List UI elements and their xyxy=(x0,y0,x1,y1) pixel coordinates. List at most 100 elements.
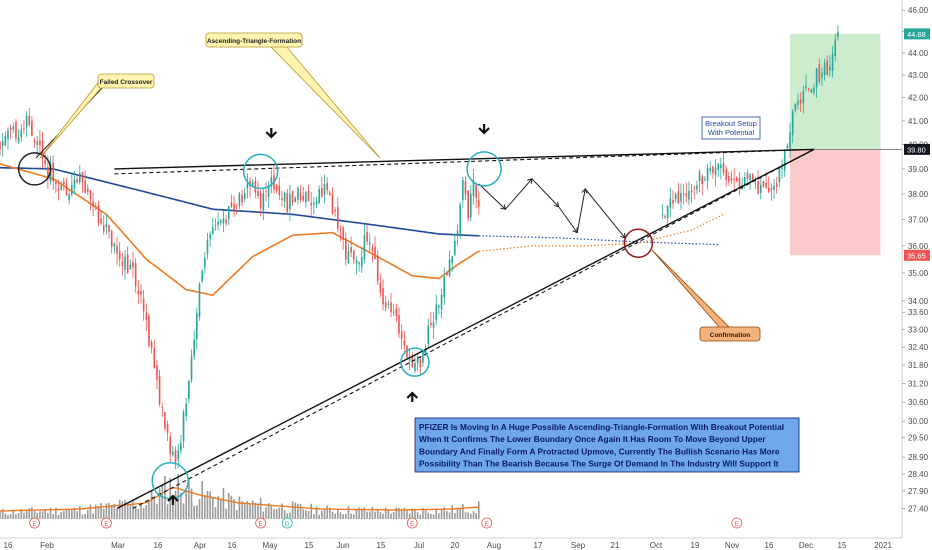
candle-body xyxy=(79,173,81,183)
candle-body xyxy=(717,163,719,170)
volume-bar xyxy=(448,512,451,519)
candle-body xyxy=(20,129,23,137)
candle-body xyxy=(15,121,17,139)
candle-body xyxy=(265,191,267,193)
candle-body xyxy=(193,339,195,357)
candle-body xyxy=(243,193,246,199)
candle-body xyxy=(392,311,395,313)
candle-body xyxy=(262,193,265,211)
candle-body xyxy=(767,187,770,192)
candle-body xyxy=(815,68,818,88)
volume-bar xyxy=(198,499,201,519)
event-marker-label: E xyxy=(32,521,37,528)
projection-segment xyxy=(505,178,533,210)
volume-bar xyxy=(345,513,347,519)
volume-bar xyxy=(180,492,182,519)
volume-bar xyxy=(137,508,140,519)
price-tick-label: 35.00 xyxy=(908,269,929,278)
candle-body xyxy=(688,190,690,200)
description-box xyxy=(414,417,800,473)
volume-bar xyxy=(283,510,286,519)
volume-bar xyxy=(193,506,195,519)
candle-body xyxy=(121,261,124,267)
volume-bar xyxy=(254,502,257,519)
volume-bar xyxy=(435,508,438,519)
volume-bar xyxy=(20,508,23,519)
volume-bar xyxy=(430,514,432,519)
volume-bar xyxy=(201,481,203,519)
time-tick-label: Jul xyxy=(414,541,424,550)
candle-body xyxy=(395,308,398,317)
price-highlight-badge xyxy=(904,28,930,40)
candle-body xyxy=(294,197,297,202)
volume-bar xyxy=(84,514,86,519)
candle-body xyxy=(350,246,352,253)
candle-body xyxy=(105,224,108,228)
volume-bar xyxy=(257,503,259,519)
volume-bar xyxy=(243,502,246,519)
candle-body xyxy=(704,179,706,180)
down-arrow-1 xyxy=(265,128,278,139)
projection-segment xyxy=(584,188,626,239)
volume-bar xyxy=(400,509,403,519)
volume-bar xyxy=(217,496,219,519)
volume-bar xyxy=(121,501,124,519)
candle-body xyxy=(180,442,182,451)
volume-bar xyxy=(36,512,39,519)
volume-bar xyxy=(235,510,238,519)
time-axis[interactable]: 16 Feb Mar 16 Apr 16 May 15 Jun 15 Jul 20 Aug 17 Sep 21… xyxy=(0,537,902,550)
price-tick-label: 27.40 xyxy=(908,504,929,513)
candle-body xyxy=(161,406,164,408)
candle-body xyxy=(366,231,368,242)
candle-body xyxy=(7,130,9,140)
candle-body xyxy=(198,284,201,317)
volume-bar xyxy=(368,511,371,519)
time-tick-label: Dec xyxy=(799,541,813,550)
candle-body xyxy=(701,176,704,185)
volume-bar xyxy=(406,510,408,519)
candle-body xyxy=(4,136,7,146)
volume-bar xyxy=(249,504,251,519)
candle-body xyxy=(124,256,126,271)
volume-bar xyxy=(475,512,477,519)
candle-body xyxy=(156,365,158,381)
volume-bar xyxy=(76,511,78,519)
candle-body xyxy=(698,171,701,182)
time-tick-label: Jun xyxy=(337,541,350,550)
candle-body xyxy=(374,246,376,260)
time-tick-label: Mar xyxy=(111,541,125,550)
candle-body xyxy=(358,262,360,265)
candle-body xyxy=(693,187,696,189)
candle-body xyxy=(382,287,384,305)
volume-bar xyxy=(118,499,121,519)
candle-body xyxy=(97,205,100,223)
volume-bar xyxy=(33,510,36,519)
candle-body xyxy=(71,185,73,195)
candle-body xyxy=(81,171,84,183)
price-axis[interactable]: 27.40 27.90 28.40 28.90 29.50 30.00 30.60 31.20… xyxy=(901,0,930,538)
volume-bar xyxy=(156,504,158,519)
candle-body xyxy=(225,219,227,224)
volume-bar xyxy=(52,514,54,519)
candle-body xyxy=(270,177,273,187)
volume-bars xyxy=(0,474,480,519)
candle-body xyxy=(55,182,57,185)
time-tick-label: Aug xyxy=(487,541,501,550)
time-tick-label: 16 xyxy=(4,541,13,550)
ma-fast-line xyxy=(0,163,480,297)
candle-body xyxy=(736,177,738,181)
volume-bar xyxy=(246,500,249,519)
candle-body xyxy=(674,194,677,199)
candle-body xyxy=(212,227,214,234)
candle-body xyxy=(831,53,834,71)
candle-body xyxy=(414,362,416,372)
circle-top-1 xyxy=(242,153,279,190)
volume-bar xyxy=(73,507,76,519)
candle-body xyxy=(472,179,475,196)
candle-body xyxy=(326,182,328,190)
event-marker: E xyxy=(101,517,112,529)
price-tick-label: 28.90 xyxy=(908,453,929,462)
volume-bar xyxy=(4,513,7,519)
candle-body xyxy=(829,66,831,71)
